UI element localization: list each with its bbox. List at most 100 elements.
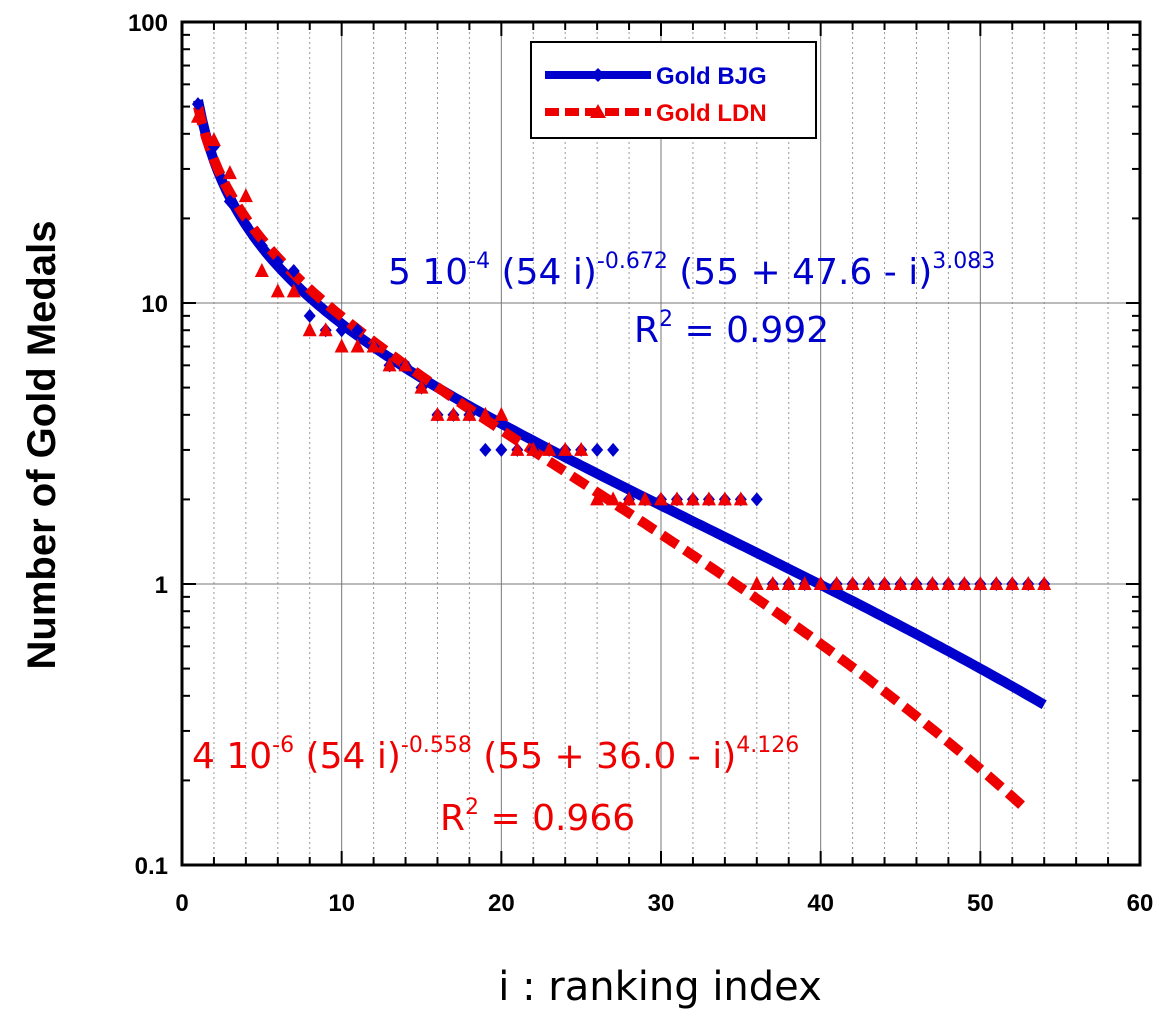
data-point-bjg xyxy=(335,323,348,338)
x-tick-label: 10 xyxy=(328,890,355,917)
data-point-ldn xyxy=(350,338,365,353)
data-point-ldn xyxy=(638,491,653,506)
fit-curve-ldn xyxy=(193,105,1032,815)
x-axis-title: i : ranking index xyxy=(498,964,822,1010)
fit-formula-bjg-exp2: 3.083 xyxy=(932,249,995,274)
y-tick-label: 100 xyxy=(128,10,168,37)
y-tick-label: 10 xyxy=(141,291,168,318)
x-tick-label: 30 xyxy=(648,890,675,917)
data-point-ldn xyxy=(941,576,956,590)
fit-formula-ldn-part1: (54 i) xyxy=(294,736,401,777)
data-point-ldn xyxy=(302,322,317,337)
data-point-bjg xyxy=(271,254,284,269)
data-point-bjg xyxy=(303,308,316,323)
data-point-ldn xyxy=(206,132,221,147)
data-point-ldn xyxy=(973,576,988,590)
fit-r2-bjg-exp: 2 xyxy=(659,307,673,332)
y-axis-title: Number of Gold Medals xyxy=(20,221,64,670)
x-tick-label: 60 xyxy=(1127,890,1154,917)
data-point-ldn xyxy=(558,441,573,456)
legend-marker-ldn xyxy=(590,104,606,118)
fit-r2-bjg-label: R xyxy=(634,310,659,351)
data-point-ldn xyxy=(334,338,349,353)
data-point-ldn xyxy=(813,576,828,590)
data-point-ldn xyxy=(701,491,716,506)
data-point-ldn xyxy=(909,576,924,590)
fit-formula-bjg-lead-exp: -4 xyxy=(468,249,490,274)
data-point-ldn xyxy=(462,406,477,421)
fit-r2-ldn-exp: 2 xyxy=(465,795,479,820)
legend: Gold BJG Gold LDN xyxy=(530,41,817,139)
fit-curves xyxy=(193,99,1047,815)
legend-marker-bjg xyxy=(591,68,605,82)
fit-formula-ldn-lead: 4 10 xyxy=(192,736,272,777)
data-point-ldn xyxy=(590,491,605,506)
data-point-ldn xyxy=(318,322,333,337)
data-point-ldn xyxy=(382,357,397,372)
fit-formula-bjg-exp1: -0.672 xyxy=(597,249,668,274)
data-point-bjg xyxy=(479,442,492,457)
data-point-ldn xyxy=(270,283,285,298)
fit-formula-bjg-part2: (55 + 47.6 - i) xyxy=(668,252,932,293)
data-point-ldn xyxy=(190,108,205,123)
data-point-ldn xyxy=(222,165,237,180)
data-point-ldn xyxy=(925,576,940,590)
data-point-ldn xyxy=(957,576,972,590)
data-point-ldn xyxy=(1021,576,1036,590)
data-point-bjg xyxy=(607,442,620,457)
legend-label-ldn: Gold LDN xyxy=(656,100,767,127)
fit-formula-bjg-lead: 5 10 xyxy=(388,252,468,293)
fit-curve-bjg xyxy=(193,99,1047,710)
x-tick-label: 20 xyxy=(488,890,515,917)
data-point-bjg xyxy=(191,97,204,112)
legend-box xyxy=(530,41,817,139)
x-tick-label: 40 xyxy=(807,890,834,917)
data-point-ldn xyxy=(749,576,764,590)
data-point-ldn xyxy=(478,406,493,421)
plot-frame xyxy=(180,20,1142,867)
data-point-ldn xyxy=(414,379,429,394)
data-point-ldn xyxy=(893,576,908,590)
fit-r2-bjg: R2 = 0.992 xyxy=(634,307,829,351)
data-point-bjg xyxy=(239,217,252,232)
fit-r2-bjg-value: = 0.992 xyxy=(673,310,829,351)
data-point-ldn xyxy=(238,188,253,203)
data-point-ldn xyxy=(1037,576,1052,590)
fit-formula-bjg: 5 10-4 (54 i)-0.672 (55 + 47.6 - i)3.083 xyxy=(388,249,995,293)
data-point-bjg xyxy=(255,238,268,253)
fit-formula-ldn-exp2: 4.126 xyxy=(736,733,799,758)
fit-r2-ldn: R2 = 0.966 xyxy=(440,795,635,839)
data-point-ldn xyxy=(574,441,589,456)
data-point-ldn xyxy=(765,576,780,590)
data-point-ldn xyxy=(669,491,684,506)
data-point-ldn xyxy=(654,491,668,506)
fit-formula-ldn-exp1: -0.558 xyxy=(401,733,472,758)
data-point-ldn xyxy=(845,576,860,590)
y-tick-label: 0.1 xyxy=(135,853,168,880)
data-point-ldn xyxy=(829,576,844,590)
data-point-bjg xyxy=(223,194,236,209)
data-point-ldn xyxy=(510,441,525,456)
data-point-ldn xyxy=(1005,576,1020,590)
data-point-ldn xyxy=(526,441,541,456)
legend-label-bjg: Gold BJG xyxy=(656,63,767,90)
x-tick-label: 50 xyxy=(967,890,994,917)
data-point-ldn xyxy=(542,441,557,456)
data-point-ldn xyxy=(797,576,812,590)
data-point-ldn xyxy=(733,491,748,506)
data-point-bjg xyxy=(287,263,300,278)
data-point-ldn xyxy=(254,262,269,277)
data-point-ldn xyxy=(877,576,892,590)
data-point-ldn xyxy=(430,406,445,421)
data-point-ldn xyxy=(398,357,413,372)
axes: 0 10 20 30 40 50 60 0.1 1 10 100 xyxy=(128,10,1153,917)
data-point-ldn xyxy=(781,576,796,590)
fit-r2-ldn-value: = 0.966 xyxy=(479,798,635,839)
fit-formula-ldn-lead-exp: -6 xyxy=(272,733,294,758)
data-points xyxy=(190,97,1052,591)
data-point-ldn xyxy=(622,491,637,506)
data-point-bjg xyxy=(495,442,508,457)
fit-r2-ldn-label: R xyxy=(440,798,465,839)
data-point-bjg xyxy=(591,442,604,457)
